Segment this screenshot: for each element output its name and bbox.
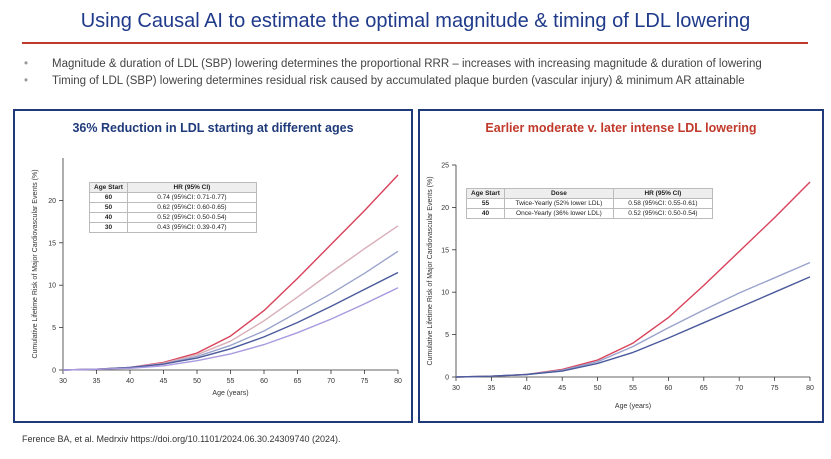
x-tick-label: 65 <box>294 378 302 385</box>
table-cell: 0.52 (95%CI: 0.50-0.54) <box>126 212 257 223</box>
x-tick-label: 55 <box>227 378 235 385</box>
x-tick-label: 60 <box>260 378 268 385</box>
chart-title: 36% Reduction in LDL starting at differe… <box>72 121 354 135</box>
table-cell: 50 <box>89 202 128 213</box>
series-line-5 <box>62 287 399 371</box>
x-tick-label: 65 <box>700 385 708 392</box>
table-header-row: Age Start Dose HR (95% CI) <box>466 188 713 199</box>
bullet-text: Timing of LDL (SBP) lowering determines … <box>52 75 745 87</box>
y-tick-label: 15 <box>441 247 449 254</box>
column-header: Age Start <box>466 188 505 199</box>
x-axis-label: Age (years) <box>212 390 248 397</box>
series-line-3 <box>455 276 811 378</box>
table-row: 40 Once-Yearly (36% lower LDL) 0.52 (95%… <box>466 208 713 219</box>
y-tick-label: 20 <box>48 198 56 205</box>
x-tick-label: 60 <box>665 385 673 392</box>
series-line-3 <box>62 250 399 371</box>
table-row: 50 0.62 (95%CI: 0.60-0.65) <box>89 202 257 213</box>
hr-table-right: Age Start Dose HR (95% CI) 55 Twice-Year… <box>466 188 713 219</box>
column-header: HR (95% CI) <box>126 182 257 193</box>
table-cell: 0.52 (95%CI: 0.50-0.54) <box>612 208 713 219</box>
y-tick-label: 0 <box>52 368 56 375</box>
x-tick-label: 75 <box>771 385 779 392</box>
bullet-dot-icon: • <box>24 75 29 87</box>
x-tick-label: 40 <box>523 385 531 392</box>
x-tick-label: 75 <box>361 378 369 385</box>
column-header: Dose <box>503 188 614 199</box>
x-tick-label: 70 <box>327 378 335 385</box>
y-tick-label: 15 <box>48 240 56 247</box>
y-tick-label: 10 <box>48 283 56 290</box>
x-tick-label: 35 <box>488 385 496 392</box>
table-cell: 0.58 (95%CI: 0.55-0.61) <box>612 198 713 209</box>
title-underline <box>22 42 808 44</box>
column-header: Age Start <box>89 182 128 193</box>
line-chart-left: 0 5 10 15 20 30 35 40 45 50 55 60 65 70 75 80 Age (years… <box>32 158 402 397</box>
slide-title: Using Causal AI to estimate the optimal … <box>80 10 751 32</box>
x-axis-label: Age (years) <box>615 403 651 410</box>
column-header: HR (95% CI) <box>612 188 713 199</box>
bullet-list: • Magnitude & duration of LDL (SBP) lowe… <box>22 56 822 90</box>
table-row: 55 Twice-Yearly (52% lower LDL) 0.58 (95… <box>466 198 713 209</box>
y-tick-label: 25 <box>441 163 449 170</box>
x-tick-label: 70 <box>735 385 743 392</box>
bullet-item: • Timing of LDL (SBP) lowering determine… <box>22 73 822 90</box>
x-tick-label: 45 <box>558 385 566 392</box>
chart-panel-right: Earlier moderate v. later intense LDL lo… <box>418 109 824 423</box>
y-tick-label: 20 <box>441 205 449 212</box>
bullet-dot-icon: • <box>24 58 29 70</box>
table-cell: 0.62 (95%CI: 0.60-0.65) <box>126 202 257 213</box>
table-cell: 0.43 (95%CI: 0.39-0.47) <box>126 222 257 233</box>
bullet-text: Magnitude & duration of LDL (SBP) loweri… <box>52 58 762 70</box>
x-tick-label: 80 <box>394 378 402 385</box>
table-cell: 30 <box>89 222 128 233</box>
y-axis-label: Cumulative Lifetime Risk of Major Cardio… <box>32 169 39 358</box>
y-tick-label: 10 <box>441 290 449 297</box>
series-line-2 <box>455 261 811 378</box>
table-row: 30 0.43 (95%CI: 0.39-0.47) <box>89 222 257 233</box>
x-tick-label: 45 <box>160 378 168 385</box>
x-tick-label: 50 <box>193 378 201 385</box>
y-tick-label: 5 <box>52 325 56 332</box>
x-tick-label: 40 <box>126 378 134 385</box>
table-cell: 55 <box>466 198 505 209</box>
citation-footer: Ference BA, et al. Medrxiv https://doi.o… <box>22 434 341 444</box>
table-cell: Twice-Yearly (52% lower LDL) <box>503 198 614 209</box>
table-cell: 40 <box>89 212 128 223</box>
table-header-row: Age Start HR (95% CI) <box>89 182 257 193</box>
table-row: 60 0.74 (95%CI: 0.71-0.77) <box>89 192 257 203</box>
x-tick-label: 55 <box>629 385 637 392</box>
x-tick-label: 50 <box>594 385 602 392</box>
bullet-item: • Magnitude & duration of LDL (SBP) lowe… <box>22 56 822 73</box>
x-tick-label: 30 <box>59 378 67 385</box>
x-tick-label: 30 <box>452 385 460 392</box>
table-cell: 40 <box>466 208 505 219</box>
y-tick-label: 5 <box>445 332 449 339</box>
table-cell: 60 <box>89 192 128 203</box>
table-cell: Once-Yearly (36% lower LDL) <box>503 208 614 219</box>
chart-title: Earlier moderate v. later intense LDL lo… <box>485 121 757 135</box>
chart-panel-left: 36% Reduction in LDL starting at differe… <box>13 109 413 423</box>
y-tick-label: 0 <box>445 375 449 382</box>
hr-table-left: Age Start HR (95% CI) 60 0.74 (95%CI: 0.… <box>89 182 257 233</box>
table-row: 40 0.52 (95%CI: 0.50-0.54) <box>89 212 257 223</box>
y-axis-label: Cumulative Lifetime Risk of Major Cardio… <box>427 176 434 365</box>
line-chart-right: 0 5 10 15 20 25 30 35 40 45 50 55 60 65 70 75 80 Age (yea… <box>427 163 814 411</box>
series-line-4 <box>62 271 399 371</box>
table-cell: 0.74 (95%CI: 0.71-0.77) <box>126 192 257 203</box>
x-tick-label: 35 <box>93 378 101 385</box>
x-tick-label: 80 <box>806 385 814 392</box>
